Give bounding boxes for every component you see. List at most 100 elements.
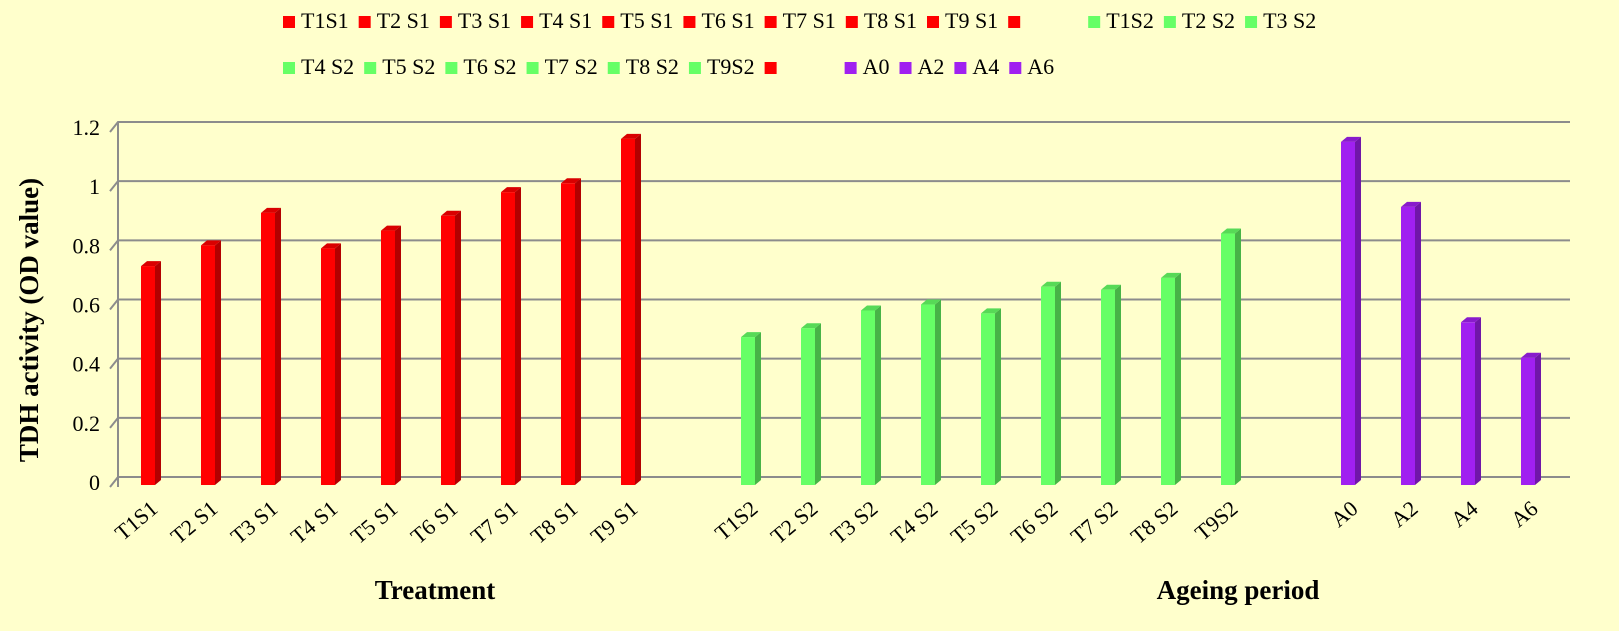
legend-swatch xyxy=(607,62,620,74)
x-tick-label: T7 S1 xyxy=(466,496,523,549)
bar xyxy=(201,245,215,485)
legend-label: T2 S2 xyxy=(1182,8,1235,33)
bar-top xyxy=(1521,352,1541,358)
grid-line xyxy=(109,476,1570,488)
bar xyxy=(1161,277,1175,485)
bar-top xyxy=(441,210,461,216)
legend-item: T6 S1 xyxy=(683,8,755,33)
x-tick-label: T6 S1 xyxy=(406,496,463,549)
bar-top xyxy=(201,240,221,246)
legend-item: T9S2 xyxy=(688,54,755,79)
bar-side xyxy=(1535,352,1541,485)
x-tick-label: T4 S2 xyxy=(886,496,943,549)
bar xyxy=(261,212,275,486)
bar-side xyxy=(275,207,281,486)
grid-line xyxy=(109,416,1570,429)
legend-item: A4 xyxy=(954,54,999,79)
grid-line xyxy=(109,239,1570,251)
legend-item: T8 S2 xyxy=(607,54,679,79)
bar xyxy=(561,183,575,485)
y-tick-label: 0 xyxy=(89,470,100,495)
x-axis-title: Treatment xyxy=(375,575,495,605)
legend-item: T1S1 xyxy=(283,8,349,33)
legend-label: T8 S2 xyxy=(626,54,679,79)
legend-swatch xyxy=(1088,16,1101,28)
legend-item: T8 S1 xyxy=(845,8,917,33)
legend-item: T5 S1 xyxy=(602,8,673,33)
legend-item: T7 S1 xyxy=(764,8,836,33)
legend: T1S1 T2 S1 T3 S1 T4 S1 T5 S1 T6 S1 T7 S1 T8 S1 T… xyxy=(283,8,1316,79)
x-tick-label: A0 xyxy=(1326,496,1363,532)
legend-swatch xyxy=(683,16,696,28)
y-axis-title: TDH activity (OD value) xyxy=(14,178,44,462)
legend-swatch xyxy=(1163,16,1176,28)
legend-swatch xyxy=(1009,62,1022,74)
bar xyxy=(1041,286,1055,485)
bar-top xyxy=(141,261,161,267)
legend-label: A0 xyxy=(863,54,890,79)
x-tick-label: T1S2 xyxy=(710,496,763,546)
bar-top xyxy=(1401,201,1421,207)
bar-top xyxy=(561,178,581,184)
y-tick-label: 0.6 xyxy=(73,293,101,318)
legend-label: T5 S1 xyxy=(620,8,673,33)
x-tick-label: T4 S1 xyxy=(286,496,343,549)
x-tick-label: T9S2 xyxy=(1190,496,1243,546)
bar-top xyxy=(1161,272,1181,278)
bar-top xyxy=(1101,284,1121,290)
bar-top xyxy=(741,332,761,338)
legend-label: T6 S1 xyxy=(701,8,754,33)
bar xyxy=(1461,322,1475,485)
legend-swatch xyxy=(445,62,458,74)
legend-label: A2 xyxy=(918,54,945,79)
y-tick-label: 1.2 xyxy=(73,115,101,140)
legend-label: T9S2 xyxy=(707,54,755,79)
legend-item: T5 S2 xyxy=(364,54,435,79)
x-tick-label: T8 S2 xyxy=(1126,496,1183,549)
legend-label: T4 S2 xyxy=(301,54,354,79)
bar-side xyxy=(215,240,221,485)
legend-label: A4 xyxy=(972,54,999,79)
legend-swatch xyxy=(526,62,539,74)
bar xyxy=(861,310,875,485)
legend-label: T1S1 xyxy=(301,8,349,33)
legend-label: T9 S1 xyxy=(945,8,998,33)
legend-swatch xyxy=(521,16,534,28)
x-axis-title: Ageing period xyxy=(1157,575,1320,605)
legend-label: T7 S2 xyxy=(545,54,598,79)
bar xyxy=(921,304,935,485)
bar-side xyxy=(1355,136,1361,486)
bar-side xyxy=(875,305,881,485)
bar xyxy=(321,248,335,485)
bar-top xyxy=(261,207,281,213)
bar-side xyxy=(575,178,581,485)
legend-item: A2 xyxy=(899,54,945,79)
legend-swatch xyxy=(844,62,857,74)
x-tick-label: T1S1 xyxy=(110,496,163,546)
legend-item xyxy=(1008,16,1021,28)
grid-line xyxy=(109,357,1570,370)
legend-item: T7 S2 xyxy=(526,54,598,79)
bar xyxy=(141,266,155,485)
bar-top xyxy=(381,225,401,231)
legend-item: T1S2 xyxy=(1088,8,1154,33)
legend-label: T6 S2 xyxy=(463,54,516,79)
legend-item: T9 S1 xyxy=(927,8,998,33)
bar-top xyxy=(321,243,341,249)
x-tick-label: T5 S1 xyxy=(346,496,403,549)
legend-label: T3 S1 xyxy=(458,8,511,33)
legend-swatch xyxy=(688,62,701,74)
legend-item xyxy=(764,62,777,74)
legend-swatch xyxy=(364,62,377,74)
bar xyxy=(621,138,635,485)
bar-top xyxy=(1461,317,1481,323)
legend-swatch xyxy=(764,62,777,74)
legend-swatch xyxy=(283,16,295,28)
bar-side xyxy=(155,261,161,485)
bar-side xyxy=(755,332,761,485)
legend-label: T8 S1 xyxy=(864,8,917,33)
legend-label: T7 S1 xyxy=(783,8,836,33)
legend-swatch xyxy=(954,62,967,74)
legend-item: A6 xyxy=(1009,54,1054,79)
